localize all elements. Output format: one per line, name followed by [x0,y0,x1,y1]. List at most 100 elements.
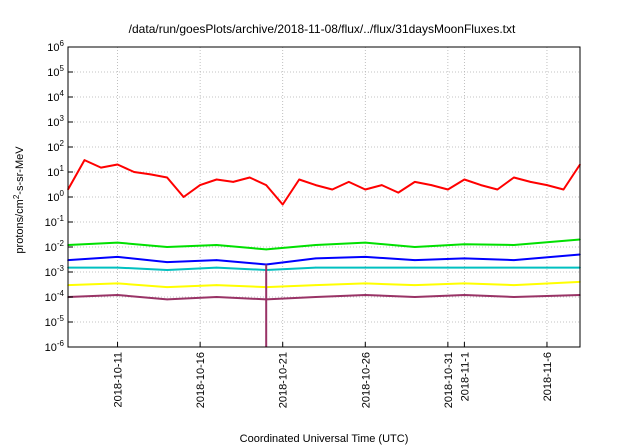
data-point [414,284,416,286]
data-point [562,188,565,191]
data-point [496,188,499,191]
chart-title: /data/run/goesPlots/archive/2018-11-08/f… [129,22,516,36]
data-point [215,178,218,181]
y-tick-label: 10-4 [45,289,65,304]
series-line-0 [67,159,581,206]
data-point [166,261,168,263]
data-point [364,188,367,191]
data-point [364,256,367,258]
data-point [414,181,416,183]
data-point [314,184,317,186]
data-point [215,296,218,298]
y-axis-label-rest: -s-sr-MeV [14,146,26,195]
data-point [513,266,515,269]
data-point [116,282,119,285]
y-tick-label: 10-1 [45,214,65,229]
y-tick-label: 106 [47,39,64,54]
data-point [463,282,466,285]
x-axis-label: Coordinated Universal Time (UTC) [240,433,409,445]
data-point [265,248,268,251]
data-point [513,244,515,246]
data-point [364,266,367,269]
x-tick-label: 2018-10-31 [443,352,455,408]
data-point [364,294,367,296]
data-point [116,256,119,258]
series-line-5 [67,294,581,301]
data-point [166,298,168,301]
data-point [100,166,102,169]
data-point [381,184,383,186]
data-point [166,269,168,271]
data-point [529,181,532,183]
data-point [480,184,482,186]
x-tick-label: 2018-10-16 [195,352,207,408]
data-point [298,178,301,181]
data-point [463,178,466,181]
data-point [314,244,317,246]
data-point [414,246,416,248]
data-point [265,184,268,186]
x-tick-label: 2018-10-21 [278,352,290,408]
data-point [430,184,433,186]
x-tick-label: 2018-10-26 [360,352,372,408]
data-point [463,294,466,296]
y-tick-label: 100 [47,189,64,204]
data-point [133,171,135,173]
data-point [314,257,317,260]
data-point [513,296,515,298]
data-point [447,188,449,191]
y-axis-label: protons/cm2-s-sr-MeV [12,146,27,254]
data-point [348,181,350,183]
data-point [513,176,515,179]
y-tick-label: 10-2 [45,239,65,254]
data-point [166,246,168,248]
y-axis-label-base: protons/cm [14,199,26,253]
y-tick-label: 10-6 [45,339,65,354]
data-point [166,176,168,179]
y-tick-label: 104 [47,89,64,104]
data-point [116,241,119,244]
data-point [149,173,152,176]
series-line-2 [67,253,581,266]
data-point [116,266,119,269]
data-point [166,286,168,288]
data-point [513,284,515,286]
y-tick-label: 103 [47,114,64,129]
y-tick-labels: 10-6 10-5 10-4 10-3 10-2 10-1 100 101 102 103 104 1… [45,39,73,354]
data-point [314,296,317,298]
data-point [314,284,317,286]
series-layer [67,159,581,347]
data-point [414,296,416,298]
series-line-4 [67,280,581,289]
data-point [463,243,466,245]
series-line-3 [68,266,580,271]
data-point [414,266,416,269]
y-tick-label: 10-5 [45,314,65,329]
data-point [215,244,218,246]
data-point [331,188,334,191]
y-axis-label-sup: 2 [12,194,21,199]
grid-lines [68,46,580,348]
data-point [281,203,284,206]
data-point [232,181,234,183]
data-point [116,163,119,166]
data-point [199,184,201,186]
x-tick-label: 2018-10-11 [113,352,125,407]
y-tick-label: 101 [47,164,64,179]
y-tick-label: 105 [47,64,64,79]
data-point [83,159,86,161]
data-point [215,284,218,286]
data-point [513,259,515,261]
data-point [116,294,119,296]
y-tick-label: 102 [47,139,64,154]
data-point [182,196,185,198]
data-point [215,259,218,261]
data-point [314,266,317,269]
data-point [463,257,466,260]
x-tick-label: 2018-11-6 [542,352,554,401]
x-tick-labels: 2018-10-11 2018-10-16 2018-10-21 2018-10-26… [113,342,554,408]
y-tick-label: 10-3 [45,264,65,279]
x-tick-label: 2018-11-1 [459,352,471,401]
data-point [364,241,367,244]
